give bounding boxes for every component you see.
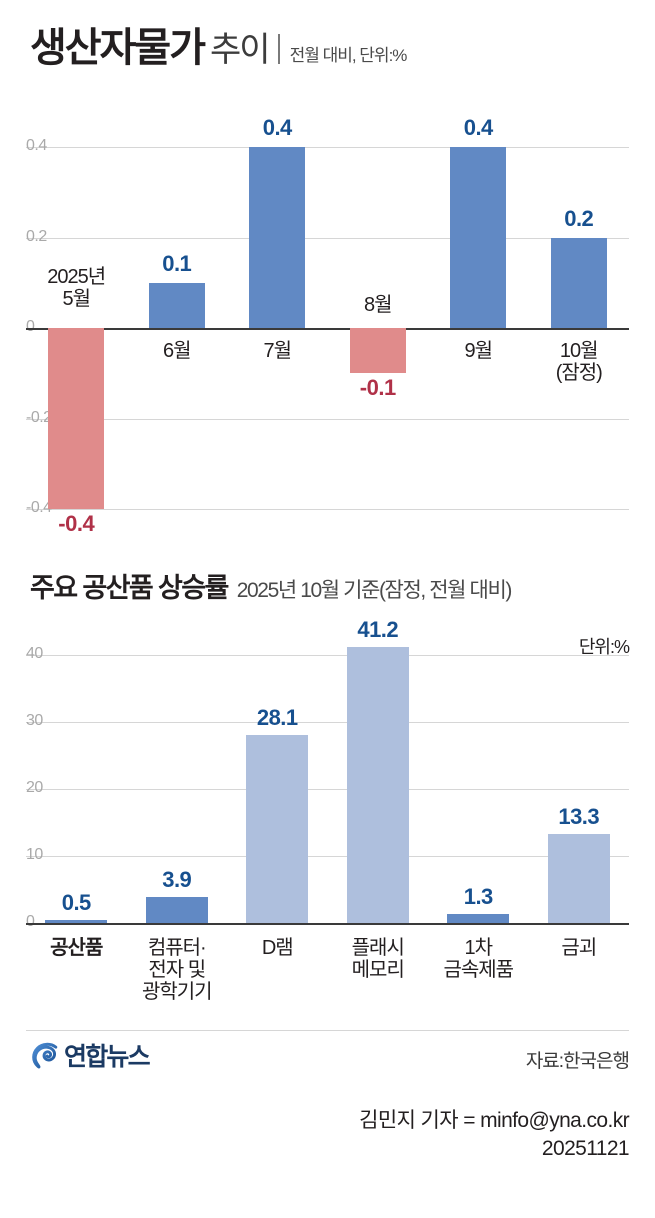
chart1-value-label: -0.1 (359, 375, 396, 401)
chart2-value-label: 0.5 (61, 889, 92, 915)
chart2-bar (447, 914, 510, 923)
chart1-bar (349, 328, 406, 374)
chart2-value-label: 41.2 (357, 616, 399, 642)
chart1-bar (148, 282, 205, 328)
byline-date: 20251121 (541, 1136, 630, 1160)
chart2-category-label: 플래시 메모리 (351, 937, 405, 981)
chart2-ytick: 30 (26, 712, 43, 729)
chart2-zero-axis (26, 923, 629, 925)
chart1-bar (550, 237, 607, 328)
chart2-category-label: 공산품 (50, 937, 103, 959)
yonhap-logo-text: 연합뉴스 (64, 1042, 151, 1071)
chart1-category-label: 6월 (162, 340, 192, 362)
chart2-category-label: 금괴 (561, 937, 597, 959)
chart2-value-label: 1.3 (463, 884, 494, 910)
chart2-bar (346, 646, 409, 923)
chart1-gridline (26, 418, 629, 420)
chart1-value-label: 0.4 (262, 115, 293, 140)
chart2-value-label: 3.9 (162, 866, 192, 892)
chart2-unit-note: 단위:% (578, 637, 630, 657)
headline2-main: 주요 공산품 상승률 (30, 573, 229, 603)
chart2-ytick: 40 (26, 645, 43, 662)
chart1-plot: 0.4 0.2 0 -0.2 -0.4 -0.4 2025년 5월 0.1 6월 0.4 7월 -0.… (26, 110, 629, 550)
chart1-gridline (26, 237, 629, 239)
chart2-bar (45, 919, 108, 923)
byline-reporter: 김민지 기자 = minfo@yna.co.kr (359, 1109, 629, 1132)
source-label: 자료:한국은행 (525, 1051, 630, 1072)
chart1-bar (48, 328, 105, 509)
chart2-plot: 40 30 20 10 0 0.5 공산품 3.9 컴퓨터· 전자 및 광학기기 28.1 D램 41… (26, 616, 629, 1020)
chart1-category-label: 8월 (363, 294, 393, 316)
chart1-bar (450, 147, 507, 328)
section2-title: 주요 공산품 상승률 2025년 10월 기준(잠정, 전월 대비) (30, 573, 513, 603)
footer-divider (26, 1030, 629, 1031)
chart1-value-label: -0.4 (58, 511, 95, 536)
chart2-category-label: 1차 금속제품 (443, 937, 514, 981)
chart1-ytick: -0.2 (26, 408, 52, 426)
chart1-ytick: -0.4 (26, 499, 52, 516)
producer-price-trend-chart: 0.4 0.2 0 -0.2 -0.4 -0.4 2025년 5월 0.1 6월 0.4 7월 -0.… (0, 110, 655, 550)
chart1-ytick: 0.4 (26, 137, 47, 154)
chart2-bar (547, 833, 610, 923)
headline-note: 전월 대비, 단위:% (289, 46, 408, 65)
chart1-value-label: 0.4 (463, 115, 494, 140)
chart2-ytick: 0 (26, 913, 35, 930)
chart1-category-label: 2025년 5월 (47, 266, 106, 310)
chart1-value-label: 0.2 (564, 205, 594, 231)
chart1-value-label: 0.1 (162, 250, 192, 276)
chart2-category-label: 컴퓨터· 전자 및 광학기기 (141, 937, 213, 1003)
chart2-gridline (26, 856, 629, 857)
chart2-gridline (26, 722, 629, 723)
chart1-bar (249, 147, 306, 328)
yonhap-swirl-icon (30, 1042, 60, 1072)
headline2-note: 2025년 10월 기준(잠정, 전월 대비) (236, 579, 513, 602)
chart1-ytick: 0.2 (26, 227, 47, 245)
chart2-bar (246, 734, 309, 923)
byline: 김민지 기자 = minfo@yna.co.kr 20251121 (359, 1107, 629, 1162)
major-manufactured-goods-chart: 40 30 20 10 0 0.5 공산품 3.9 컴퓨터· 전자 및 광학기기 28.1 D램 41… (0, 616, 655, 1020)
chart2-ytick: 10 (26, 846, 43, 863)
chart1-zero-axis (26, 328, 629, 330)
chart2-category-label: D램 (261, 937, 294, 959)
headline-divider (277, 34, 280, 64)
chart1-gridline (26, 147, 629, 148)
page-title: 생산자물가 추이 전월 대비, 단위:% (30, 26, 408, 70)
chart1-category-label: 10월 (잠정) (555, 340, 603, 384)
yonhap-logo: 연합뉴스 (30, 1042, 151, 1072)
chart2-value-label: 28.1 (256, 704, 298, 730)
chart2-ytick: 20 (26, 779, 43, 796)
chart2-value-label: 13.3 (558, 803, 600, 829)
chart2-gridline (26, 789, 629, 790)
chart2-gridline (26, 655, 629, 656)
chart1-gridline (26, 509, 629, 510)
chart1-category-label: 7월 (263, 340, 292, 362)
chart1-category-label: 9월 (464, 340, 493, 362)
chart2-bar (145, 896, 208, 923)
headline-sub: 추이 (210, 31, 271, 69)
chart1-ytick: 0 (26, 318, 35, 335)
headline-main: 생산자물가 (30, 26, 206, 70)
